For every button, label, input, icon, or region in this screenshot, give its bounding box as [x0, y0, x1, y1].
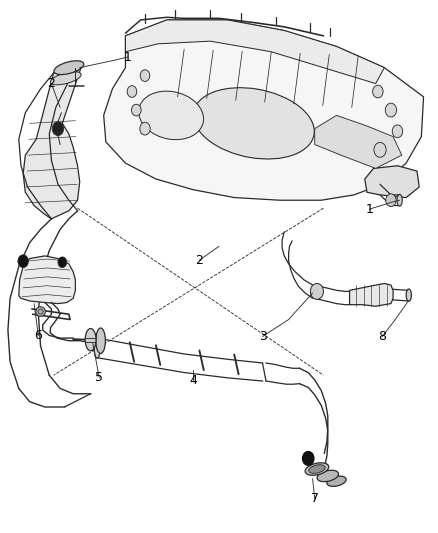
- Ellipse shape: [327, 476, 346, 487]
- Circle shape: [311, 284, 323, 300]
- Ellipse shape: [139, 91, 204, 140]
- Ellipse shape: [38, 309, 43, 314]
- Circle shape: [385, 103, 396, 117]
- Ellipse shape: [50, 72, 81, 85]
- Text: 2: 2: [195, 254, 203, 266]
- Ellipse shape: [193, 88, 314, 159]
- Polygon shape: [125, 20, 385, 84]
- Text: 8: 8: [378, 330, 386, 343]
- Circle shape: [127, 86, 137, 98]
- Circle shape: [392, 125, 403, 138]
- Ellipse shape: [309, 465, 325, 473]
- Text: 6: 6: [35, 329, 42, 342]
- Text: 1: 1: [365, 203, 373, 216]
- Ellipse shape: [36, 307, 46, 317]
- Circle shape: [131, 104, 141, 116]
- Ellipse shape: [305, 463, 329, 475]
- Text: 3: 3: [258, 330, 266, 343]
- Polygon shape: [350, 284, 393, 306]
- Text: 7: 7: [311, 492, 319, 505]
- Text: 4: 4: [189, 374, 197, 387]
- Ellipse shape: [397, 195, 402, 206]
- Ellipse shape: [317, 470, 339, 482]
- Polygon shape: [19, 256, 75, 304]
- Polygon shape: [23, 65, 82, 219]
- Text: 5: 5: [95, 372, 103, 384]
- Ellipse shape: [406, 289, 411, 301]
- Circle shape: [58, 257, 67, 268]
- Polygon shape: [104, 20, 424, 200]
- Circle shape: [18, 255, 28, 268]
- Ellipse shape: [54, 61, 84, 75]
- Circle shape: [386, 194, 396, 207]
- Ellipse shape: [85, 328, 96, 351]
- Circle shape: [374, 142, 386, 157]
- Ellipse shape: [94, 337, 100, 358]
- Polygon shape: [315, 115, 402, 168]
- Circle shape: [140, 70, 150, 82]
- Circle shape: [373, 85, 383, 98]
- Ellipse shape: [96, 328, 106, 353]
- Circle shape: [303, 451, 314, 465]
- Circle shape: [140, 122, 150, 135]
- Text: 1: 1: [124, 51, 131, 63]
- Polygon shape: [365, 166, 419, 198]
- Circle shape: [52, 122, 64, 135]
- Text: 2: 2: [47, 77, 55, 90]
